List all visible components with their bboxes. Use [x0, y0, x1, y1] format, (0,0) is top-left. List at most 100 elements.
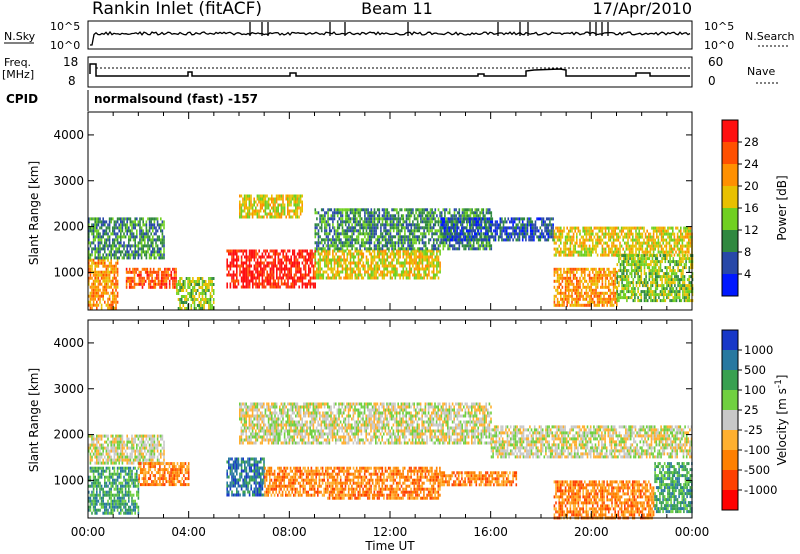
heatmap-cell — [668, 235, 671, 239]
heatmap-cell — [198, 286, 201, 289]
heatmap-cell — [688, 250, 690, 254]
heatmap-cell — [284, 249, 286, 253]
heatmap-cell — [108, 285, 111, 289]
heatmap-cell — [580, 244, 583, 248]
heatmap-cell — [97, 279, 100, 283]
heatmap-cell — [445, 235, 447, 239]
heatmap-cell — [440, 226, 442, 230]
heatmap-cell — [333, 255, 336, 259]
heatmap-cell — [556, 300, 559, 304]
heatmap-cell — [566, 253, 568, 257]
heatmap-cell — [611, 270, 613, 274]
heatmap-cell — [590, 238, 592, 242]
heatmap-cell — [357, 264, 360, 268]
heatmap-cell — [319, 270, 321, 274]
heatmap-cell — [155, 238, 157, 242]
heatmap-cell — [173, 282, 176, 286]
heatmap-cell — [156, 238, 159, 242]
heatmap-cell — [280, 215, 283, 219]
heatmap-cell — [108, 276, 111, 280]
heatmap-cell — [96, 235, 98, 239]
heatmap-cell — [107, 256, 109, 260]
heatmap-cell — [424, 252, 427, 256]
heatmap-cell — [416, 217, 419, 221]
heatmap-cell — [676, 247, 679, 251]
heatmap-cell — [247, 270, 249, 274]
heatmap-cell — [502, 223, 505, 227]
heatmap-cell — [461, 238, 463, 242]
heatmap-cell — [160, 247, 162, 251]
heatmap-cell — [247, 267, 249, 271]
heatmap-cell — [476, 214, 478, 218]
heatmap-cell — [240, 255, 243, 259]
heatmap-cell — [386, 252, 389, 256]
heatmap-cell — [552, 232, 554, 236]
heatmap-cell — [389, 220, 392, 224]
heatmap-cell — [542, 217, 545, 221]
heatmap-cell — [304, 285, 307, 289]
heatmap-cell — [336, 258, 339, 262]
heatmap-cell — [348, 252, 350, 256]
heatmap-cell — [402, 267, 405, 271]
heatmap-cell — [468, 244, 470, 248]
heatmap-cell — [473, 232, 476, 236]
heatmap-cell — [566, 241, 568, 245]
heatmap-cell — [609, 226, 612, 230]
heatmap-cell — [105, 229, 108, 233]
heatmap-cell — [563, 250, 565, 254]
heatmap-cell — [595, 294, 597, 298]
heatmap-cell — [261, 276, 264, 280]
heatmap-cell — [295, 273, 297, 277]
heatmap-cell — [423, 208, 425, 212]
heatmap-cell — [308, 279, 310, 283]
heatmap-cell — [336, 232, 339, 236]
heatmap-cell — [132, 256, 135, 260]
heatmap-cell — [630, 247, 632, 251]
heatmap-cell — [375, 261, 377, 265]
heatmap-cell — [590, 229, 592, 233]
heatmap-cell — [424, 241, 427, 245]
heatmap-cell — [392, 217, 395, 221]
heatmap-cell — [266, 255, 268, 259]
heatmap-cell — [333, 258, 336, 262]
heatmap-cell — [614, 273, 616, 277]
heatmap-cell — [285, 194, 287, 198]
heatmap-cell — [596, 282, 599, 286]
heatmap-cell — [368, 232, 371, 236]
heatmap-cell — [397, 223, 400, 227]
heatmap-cell — [370, 252, 373, 256]
heatmap-cell — [156, 276, 158, 280]
heatmap-cell — [563, 253, 565, 257]
heatmap-cell — [240, 285, 243, 289]
heatmap-cell — [110, 253, 112, 257]
heatmap-cell — [555, 232, 557, 236]
heatmap-cell — [367, 217, 369, 221]
heatmap-cell — [161, 256, 164, 260]
heatmap-cell — [264, 203, 267, 207]
heatmap-cell — [110, 282, 112, 286]
heatmap-cell — [420, 276, 422, 280]
heatmap-cell — [328, 249, 331, 253]
heatmap-cell — [290, 282, 292, 286]
heatmap-cell — [134, 256, 136, 260]
heatmap-cell — [118, 217, 120, 221]
heatmap-cell — [245, 215, 247, 219]
heatmap-cell — [595, 241, 597, 245]
heatmap-cell — [182, 301, 185, 304]
heatmap-cell — [558, 229, 560, 233]
heatmap-cell — [147, 241, 149, 245]
heatmap-cell — [384, 252, 387, 256]
heatmap-cell — [336, 223, 339, 227]
heatmap-cell — [236, 258, 238, 262]
heatmap-cell — [295, 203, 297, 207]
heatmap-cell — [184, 307, 186, 310]
heatmap-cell — [480, 223, 482, 227]
heatmap-cell — [410, 244, 413, 248]
heatmap-cell — [416, 214, 419, 218]
heatmap-cell — [432, 249, 435, 253]
heatmap-cell — [261, 273, 264, 277]
heatmap-cell — [418, 273, 421, 277]
heatmap-cell — [370, 208, 373, 212]
heatmap-cell — [303, 264, 305, 268]
heatmap-cell — [176, 292, 178, 295]
